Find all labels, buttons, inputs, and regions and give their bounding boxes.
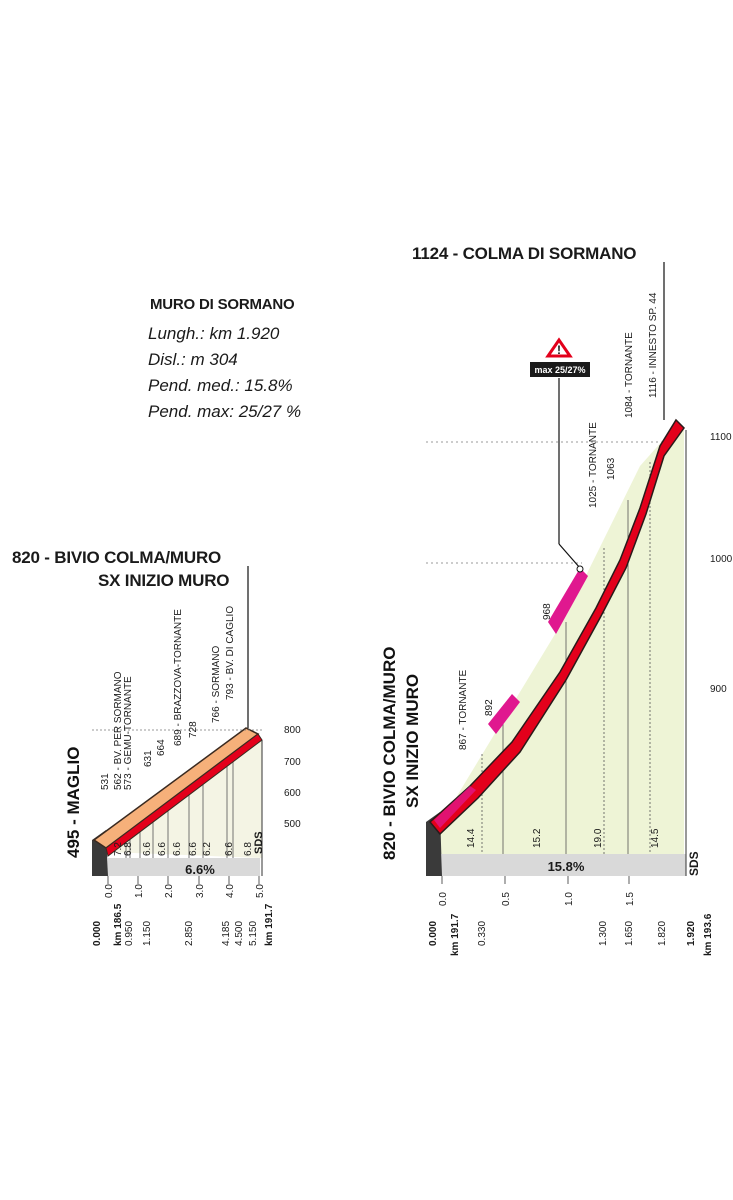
- right-start-km: km 191.7: [450, 913, 461, 956]
- climb-name: MURO DI SORMANO: [150, 296, 295, 313]
- right-distances: 0.000 km 191.7 0.330 1.300 1.650 1.820 1.920 km…: [428, 913, 714, 956]
- left-waypoint-label: 689 - BRAZZOVA-TORNANTE: [173, 609, 184, 746]
- left-summit-title: 820 - BIVIO COLMA/MURO: [12, 548, 222, 567]
- max-badge-text: max 25/27%: [534, 365, 585, 375]
- left-waypoint-distance: 0.950: [124, 921, 135, 946]
- left-start-km: km 186.5: [113, 903, 124, 946]
- left-sds-logo: SDS: [253, 831, 265, 854]
- right-segment-grade: 14.5: [650, 828, 661, 848]
- left-altitude-tick-label: 800: [284, 725, 301, 736]
- left-segment-grade: 6.6: [142, 842, 153, 856]
- left-km-tick-label: 0.0: [104, 884, 115, 898]
- right-waypoint-distance: 1.820: [657, 921, 668, 946]
- left-waypoint-label: 562 - BV. PER SORMANO: [113, 671, 124, 790]
- right-segment-grade: 19.0: [593, 828, 604, 848]
- right-end-km: km 193.6: [703, 913, 714, 956]
- left-waypoint-distance: 4.185: [221, 921, 232, 946]
- left-waypoint-distance: 5.150: [248, 921, 259, 946]
- right-end-distance: 1.920: [686, 921, 697, 946]
- left-summit-subtitle: SX INIZIO MURO: [98, 571, 230, 590]
- left-end-km: km 191.7: [264, 903, 275, 946]
- left-km-tick-label: 1.0: [134, 884, 145, 898]
- right-waypoint-label: 968: [542, 603, 553, 620]
- right-km-tick-label: 1.5: [625, 892, 636, 906]
- right-waypoint-label: 1084 - TORNANTE: [624, 332, 635, 418]
- left-waypoints: 531 562 - BV. PER SORMANO 573 - GEMU-TORNA…: [100, 606, 236, 790]
- left-waypoint-distance: 1.150: [142, 921, 153, 946]
- climb-elevation-gain: Disl.: m 304: [148, 350, 238, 369]
- left-segment-grades: 7.2 6.8 6.6 6.6 6.6 6.6 6.2 6.6 6.8: [113, 842, 254, 856]
- right-waypoint-label: 1063: [606, 457, 617, 480]
- left-km-tick-label: 2.0: [164, 884, 175, 898]
- left-segment-grade: 6.2: [202, 842, 213, 856]
- right-waypoints: 867 - TORNANTE 892 968 1025 - TORNANTE 1063 1…: [458, 292, 659, 750]
- right-waypoint-label: 1025 - TORNANTE: [588, 422, 599, 508]
- right-waypoint-label: 1116 - INNESTO SP. 44: [648, 292, 659, 398]
- climb-max-grade: Pend. max: 25/27 %: [148, 402, 302, 421]
- left-segment-grade: 6.6: [172, 842, 183, 856]
- right-road-steep-1: [488, 694, 520, 734]
- climb-length: Lungh.: km 1.920: [148, 324, 280, 343]
- right-road-steep-0: [434, 786, 476, 828]
- right-sds-logo: SDS: [687, 851, 701, 876]
- right-km-tick-label: 1.0: [564, 892, 575, 906]
- left-waypoint-label: 664: [156, 739, 167, 756]
- left-segment-grade: 6.8: [123, 842, 134, 856]
- left-waypoint-distance: 2.850: [184, 921, 195, 946]
- left-waypoint-distance: 4.500: [234, 921, 245, 946]
- climb-average-grade: Pend. med.: 15.8%: [148, 376, 293, 395]
- left-km-tick-label: 3.0: [195, 884, 206, 898]
- right-road-steep-2: [548, 568, 588, 634]
- left-waypoint-label: 793 - BV. DI CAGLIO: [225, 606, 236, 700]
- right-segment-grade: 15.2: [532, 828, 543, 848]
- left-waypoint-label: 573 - GEMU-TORNANTE: [123, 676, 134, 790]
- right-profile-fill: [440, 430, 684, 854]
- right-waypoint-distance: 1.650: [624, 921, 635, 946]
- right-altitude-tick-label: 900: [710, 684, 727, 695]
- right-summit-title: 1124 - COLMA DI SORMANO: [412, 244, 637, 263]
- right-km-ticks: 0.0 0.5 1.0 1.5: [438, 892, 636, 906]
- right-waypoint-distance: 0.330: [477, 921, 488, 946]
- left-segment-grade: 7.2: [113, 842, 124, 856]
- left-waypoint-label: 728: [188, 721, 199, 738]
- right-segment-grades: 14.4 15.2 19.0 14.5: [466, 828, 661, 848]
- left-segment-grade: 6.6: [157, 842, 168, 856]
- right-segment-grade: 14.4: [466, 828, 477, 848]
- warning-triangle-icon: [545, 337, 573, 358]
- right-waypoint-label: 892: [484, 699, 495, 716]
- left-altitude-ticks: 800 700 600 500: [284, 725, 301, 830]
- left-altitude-tick-label: 500: [284, 819, 301, 830]
- right-altitude-ticks: 1100 1000 900: [710, 432, 733, 695]
- left-distances: 0.000 km 186.5 0.950 1.150 2.850 4.185 4.500 5.…: [92, 903, 275, 946]
- left-profile: [92, 566, 263, 884]
- left-altitude-tick-label: 700: [284, 757, 301, 768]
- right-km-tick-label: 0.5: [501, 892, 512, 906]
- left-segment-grade: 6.6: [188, 842, 199, 856]
- right-start-distance: 0.000: [428, 921, 439, 946]
- svg-text:!: !: [557, 343, 561, 357]
- left-ground: [108, 858, 260, 876]
- right-altitude-tick-label: 1000: [710, 554, 733, 565]
- right-avg-grade: 15.8%: [548, 859, 585, 874]
- left-altitude-tick-label: 600: [284, 788, 301, 799]
- left-km-tick-label: 4.0: [225, 884, 236, 898]
- right-km-tick-label: 0.0: [438, 892, 449, 906]
- right-profile: !: [426, 262, 687, 884]
- left-waypoint-label: 631: [143, 750, 154, 767]
- left-avg-grade: 6.6%: [185, 862, 215, 877]
- left-start-distance: 0.000: [92, 921, 103, 946]
- left-waypoint-label: 766 - SORMANO: [211, 646, 222, 723]
- left-km-ticks: 0.0 1.0 2.0 3.0 4.0 5.0: [104, 884, 266, 898]
- right-waypoint-distance: 1.300: [598, 921, 609, 946]
- max-grade-badge: [530, 362, 590, 377]
- left-segment-grade: 6.6: [224, 842, 235, 856]
- left-segment-grade: 6.8: [243, 842, 254, 856]
- left-km-tick-label: 5.0: [255, 884, 266, 898]
- right-waypoint-label: 867 - TORNANTE: [458, 669, 469, 750]
- left-waypoint-label: 531: [100, 773, 111, 790]
- right-road: [428, 418, 685, 836]
- right-ground: [442, 854, 686, 876]
- right-altitude-tick-label: 1100: [710, 432, 732, 443]
